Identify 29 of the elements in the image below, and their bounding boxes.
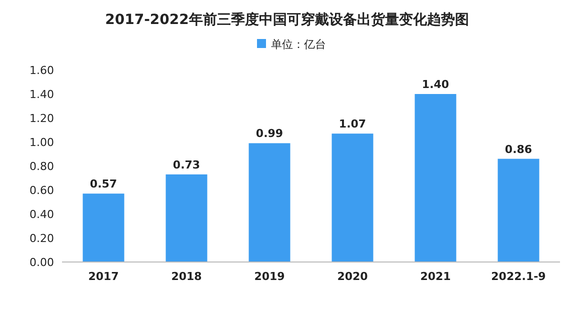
bar [82, 194, 124, 262]
x-tick-label: 2019 [254, 270, 285, 283]
y-tick-label: 1.60 [30, 64, 54, 77]
x-tick-label: 2020 [337, 270, 368, 283]
bar [414, 94, 456, 262]
y-tick-label: 0.00 [30, 256, 54, 269]
x-tick-label: 2021 [420, 270, 451, 283]
bar [498, 158, 540, 262]
data-label: 1.40 [422, 78, 450, 91]
y-tick-label: 0.40 [30, 208, 54, 221]
x-tick-label: 2018 [171, 270, 202, 283]
y-tick-label: 1.40 [30, 88, 54, 101]
y-tick-label: 0.20 [30, 232, 54, 245]
data-label: 1.07 [338, 118, 366, 131]
x-tick-label: 2022.1-9 [491, 270, 546, 283]
data-label: 0.57 [90, 178, 118, 191]
legend-label: 单位：亿台 [271, 38, 326, 51]
bar [166, 174, 208, 262]
data-label: 0.99 [256, 127, 284, 140]
y-tick-label: 0.60 [30, 184, 54, 197]
bar [248, 143, 290, 262]
y-tick-label: 1.00 [30, 136, 54, 149]
y-tick-label: 1.20 [30, 112, 54, 125]
chart-title: 2017-2022年前三季度中国可穿戴设备出货量变化趋势图 [105, 11, 469, 28]
bar [332, 134, 374, 262]
data-label: 0.86 [504, 142, 532, 156]
x-tick-label: 2017 [88, 270, 119, 283]
data-label: 0.73 [172, 158, 200, 172]
y-tick-label: 0.80 [30, 160, 54, 173]
